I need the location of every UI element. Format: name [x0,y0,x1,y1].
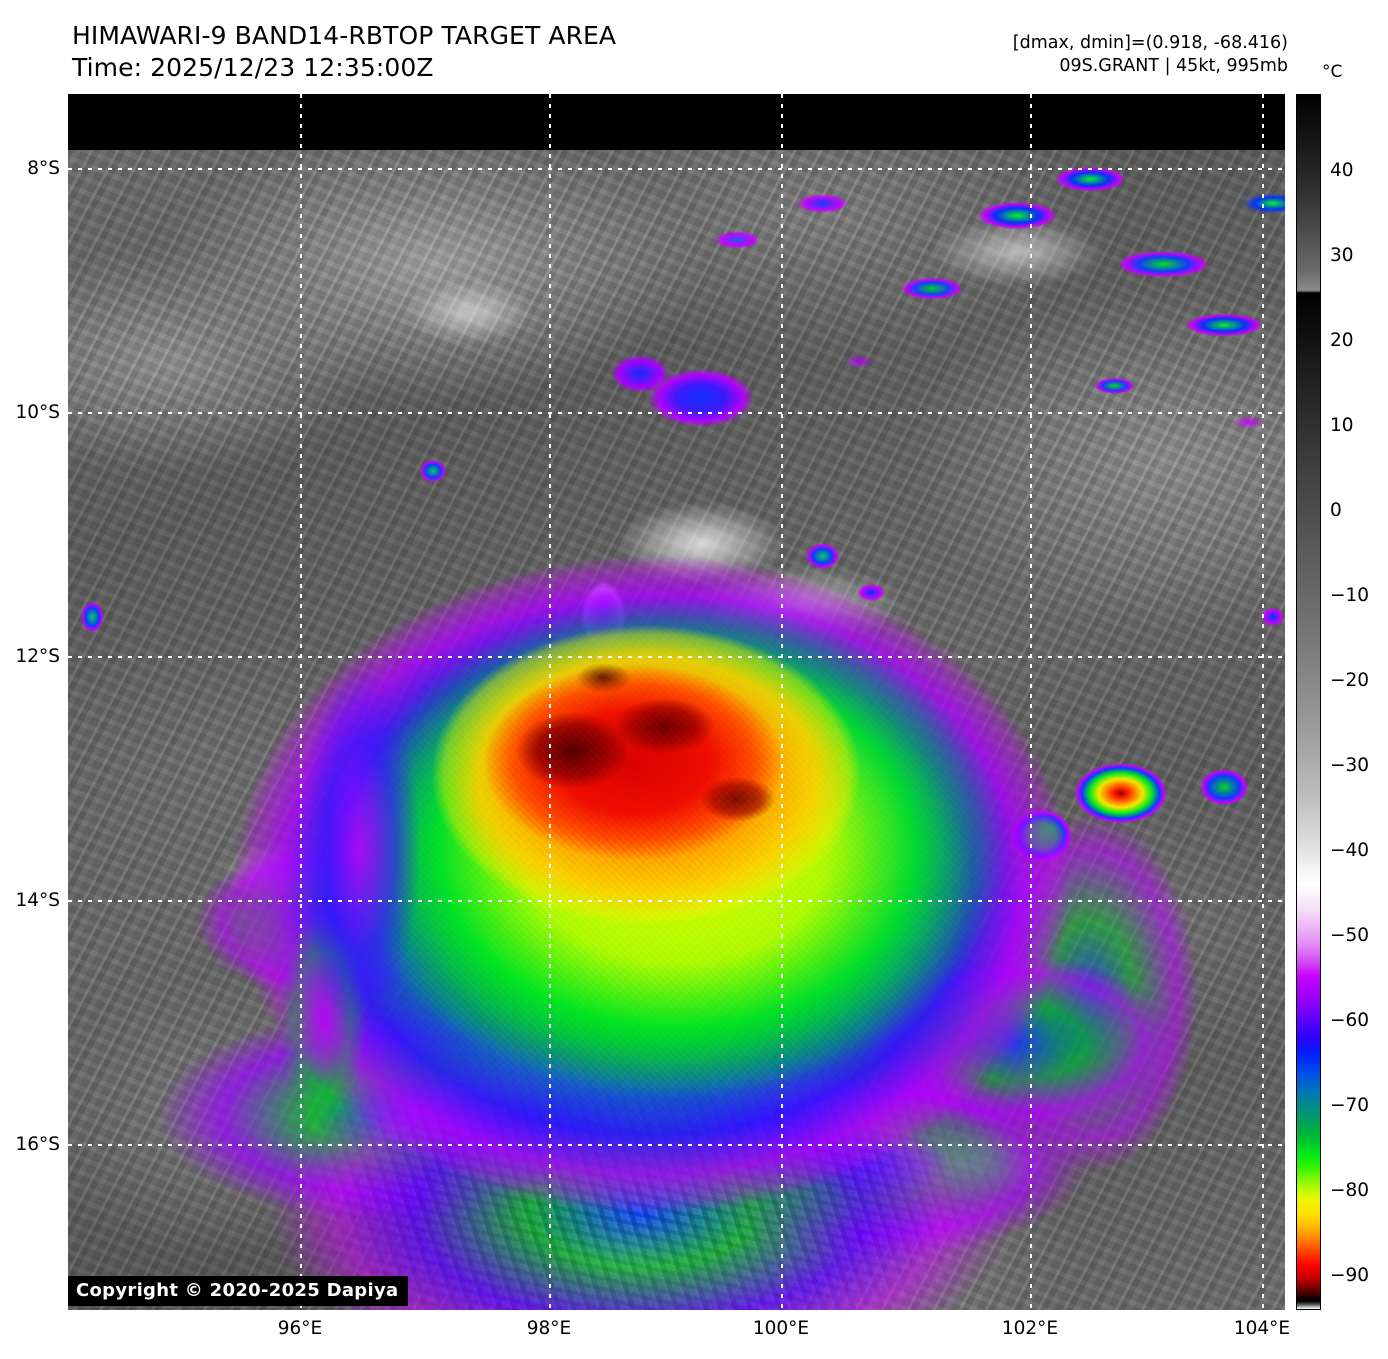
cbar-tick-0: 0 [1330,500,1342,521]
page-title: HIMAWARI-9 BAND14-RBTOP TARGET AREA Time… [72,20,616,84]
colorbar-unit-label: °C [1322,62,1343,82]
cbar-tick-m50: −50 [1330,925,1370,946]
cbar-tick-m40: −40 [1330,840,1370,861]
cbar-tick-10: 10 [1330,415,1354,436]
copyright-badge: Copyright © 2020-2025 Dapiya [68,1276,409,1306]
ytick-8s: 8°S [27,158,60,179]
dmax-dmin-label: [dmax, dmin]=(0.918, -68.416) [1012,33,1288,53]
cbar-tick-m30: −30 [1330,755,1370,776]
cbar-tick-m60: −60 [1330,1010,1370,1031]
temperature-colorbar [1296,94,1321,1310]
observation-time: Time: 2025/12/23 12:35:00Z [72,53,434,82]
no-data-strip [68,94,1285,150]
ytick-14s: 14°S [15,890,60,911]
cbar-tick-m20: −20 [1330,670,1370,691]
western-fringe-arc [68,94,1285,1310]
xtick-98e: 98°E [526,1318,572,1339]
xtick-96e: 96°E [277,1318,323,1339]
cbar-tick-20: 20 [1330,330,1354,351]
cbar-tick-m90: −90 [1330,1265,1370,1286]
cbar-tick-m10: −10 [1330,585,1370,606]
cbar-tick-m70: −70 [1330,1095,1370,1116]
ytick-10s: 10°S [15,402,60,423]
storm-info-label: 09S.GRANT | 45kt, 995mb [1059,55,1288,76]
product-title: HIMAWARI-9 BAND14-RBTOP TARGET AREA [72,21,617,50]
cbar-tick-30: 30 [1330,245,1354,266]
cbar-tick-m80: −80 [1330,1180,1370,1201]
satellite-image-plot: Copyright © 2020-2025 Dapiya [68,94,1285,1310]
ytick-16s: 16°S [15,1134,60,1155]
xtick-100e: 100°E [752,1318,810,1339]
cbar-tick-40: 40 [1330,160,1354,181]
metadata-block: [dmax, dmin]=(0.918, -68.416) 09S.GRANT … [1013,32,1288,78]
ytick-12s: 12°S [15,646,60,667]
xtick-102e: 102°E [1001,1318,1059,1339]
xtick-104e: 104°E [1233,1318,1291,1339]
colorbar-tick-labels: 40 30 20 10 0 −10 −20 −30 −40 −50 −60 −7… [1330,94,1388,1310]
